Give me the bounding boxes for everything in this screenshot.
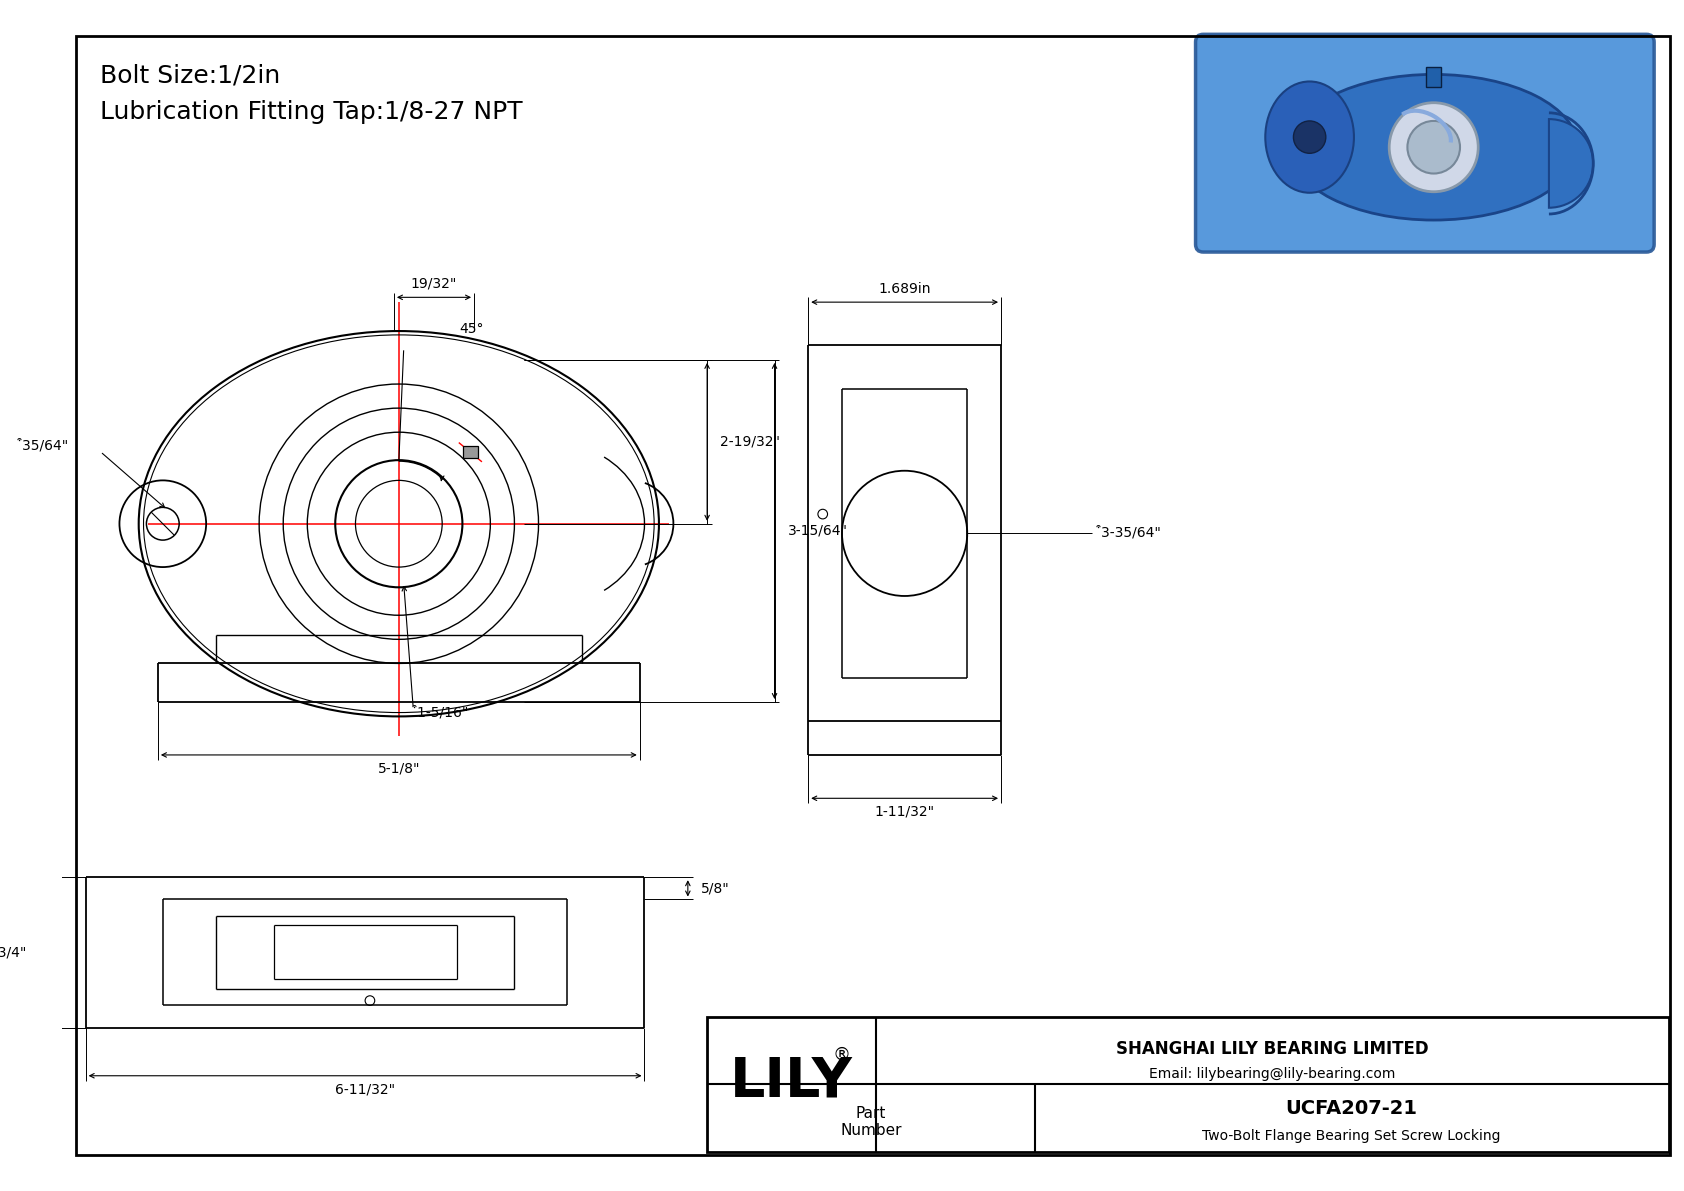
Text: 1.689in: 1.689in <box>879 281 931 295</box>
Circle shape <box>1389 102 1479 192</box>
Text: ͒35/64": ͒35/64" <box>24 439 69 454</box>
Text: ®: ® <box>832 1046 850 1064</box>
Text: SHANGHAI LILY BEARING LIMITED: SHANGHAI LILY BEARING LIMITED <box>1116 1041 1428 1059</box>
Bar <box>707 1017 1669 1152</box>
Text: Email: lilybearing@lily-bearing.com: Email: lilybearing@lily-bearing.com <box>1148 1067 1396 1080</box>
FancyBboxPatch shape <box>463 447 478 459</box>
FancyBboxPatch shape <box>1196 35 1654 252</box>
Text: 5/8": 5/8" <box>701 881 729 896</box>
Text: 2-19/32": 2-19/32" <box>721 435 780 449</box>
Wedge shape <box>1549 119 1593 207</box>
Text: Two-Bolt Flange Bearing Set Screw Locking: Two-Bolt Flange Bearing Set Screw Lockin… <box>1202 1129 1500 1142</box>
Ellipse shape <box>1265 81 1354 193</box>
Text: ͒1-5/16": ͒1-5/16" <box>418 706 470 721</box>
Text: LILY: LILY <box>729 1055 852 1109</box>
Text: Part
Number: Part Number <box>840 1106 901 1139</box>
Circle shape <box>1293 121 1325 154</box>
Text: 19/32": 19/32" <box>411 276 456 291</box>
Text: 1-3/4": 1-3/4" <box>0 946 27 960</box>
Circle shape <box>1408 121 1460 174</box>
Text: 6-11/32": 6-11/32" <box>335 1083 396 1096</box>
Ellipse shape <box>1290 74 1578 220</box>
Text: 1-11/32": 1-11/32" <box>874 805 935 818</box>
Text: Lubrication Fitting Tap:1/8-27 NPT: Lubrication Fitting Tap:1/8-27 NPT <box>99 100 522 124</box>
Text: 45°: 45° <box>458 322 483 336</box>
Text: ͒3-35/64": ͒3-35/64" <box>1101 526 1162 541</box>
Text: UCFA207-21: UCFA207-21 <box>1285 1099 1418 1118</box>
Text: 3-15/64": 3-15/64" <box>788 524 849 538</box>
Text: 5-1/8": 5-1/8" <box>377 761 419 775</box>
Text: Bolt Size:1/2in: Bolt Size:1/2in <box>99 63 281 87</box>
Bar <box>1426 67 1442 87</box>
